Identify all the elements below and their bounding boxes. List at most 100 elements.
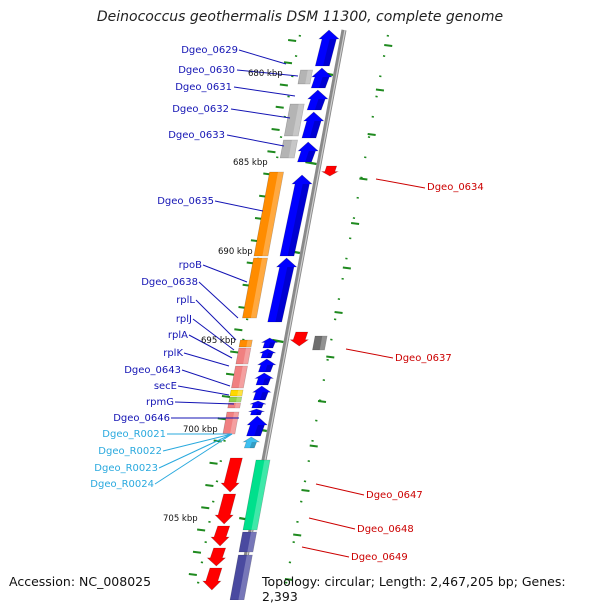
gene-label-dgeo-0649[interactable]: Dgeo_0649 (351, 552, 408, 563)
box-green-0647-hl (251, 460, 271, 530)
leader-0629 (238, 49, 287, 65)
scale-tick (342, 266, 351, 270)
box-salmon-rpmg-hl (234, 403, 241, 408)
accession-text: Accession: NC_008025 (9, 574, 152, 589)
gene-label-rpla[interactable]: rplA (168, 330, 188, 341)
gene-dgeo-0637 (289, 331, 310, 347)
gene-label-dgeo-0632[interactable]: Dgeo_0632 (172, 104, 229, 115)
gene-dgeo-0646-shade (254, 425, 265, 436)
box-orange-0635-hl (262, 172, 284, 256)
box-orange-0635 (253, 171, 284, 257)
box-orange-rpll-hl (246, 340, 253, 347)
gene-label-sece[interactable]: secE (154, 381, 177, 392)
leader-rplk (183, 352, 230, 367)
gene-dgeo-0633 (297, 141, 319, 163)
scale-tick (326, 355, 335, 359)
left-gene-labels: Dgeo_0629 Dgeo_0630 Dgeo_0631 Dgeo_0632 … (113, 45, 238, 424)
gene-dgeo-0632-shade (309, 121, 321, 138)
scale-tick (283, 61, 293, 65)
gene-rplj-shade (266, 353, 273, 358)
gene-label-dgeo-r0023[interactable]: Dgeo_R0023 (94, 463, 158, 474)
gene-label-dgeo-0629[interactable]: Dgeo_0629 (181, 45, 238, 56)
box-navy-0649-hl (238, 555, 253, 600)
gene-rpmg (248, 408, 265, 416)
gene-rpll (260, 337, 279, 349)
leader-sece (177, 385, 230, 396)
gene-label-dgeo-0648[interactable]: Dgeo_0648 (357, 524, 414, 535)
scale-label: 685 kbp (233, 158, 268, 168)
scale-tick (271, 128, 280, 131)
gene-label-dgeo-0643[interactable]: Dgeo_0643 (124, 365, 181, 376)
gene-dgeo-0630-shade (318, 77, 329, 88)
leader-0647 (315, 483, 365, 496)
scale-tick (309, 444, 318, 448)
gene-label-dgeo-0635[interactable]: Dgeo_0635 (157, 196, 214, 207)
leader-0633 (226, 134, 285, 147)
gene-dgeo-r0021-shade (249, 441, 257, 448)
box-navy-0648 (238, 531, 258, 553)
gene-dgeo-r0021 (242, 436, 261, 449)
box-salmon-rplj-hl (243, 348, 251, 364)
scale-label: 695 kbp (201, 336, 236, 346)
leader-rplj (192, 318, 235, 351)
scale-tick (275, 105, 284, 109)
box-grey-0637-hl (319, 336, 328, 350)
gene-label-dgeo-r0021[interactable]: Dgeo_R0021 (102, 429, 166, 440)
gene-label-dgeo-0630[interactable]: Dgeo_0630 (178, 65, 235, 76)
gene-label-dgeo-0637[interactable]: Dgeo_0637 (395, 353, 452, 364)
box-yellow-sece (229, 389, 244, 397)
gene-label-dgeo-0631[interactable]: Dgeo_0631 (175, 82, 232, 93)
gene-rpla (256, 358, 277, 373)
gene-label-rpob[interactable]: rpoB (179, 260, 203, 271)
box-grey-0637 (312, 335, 328, 351)
gene-dgeo-0631 (306, 89, 329, 111)
scale-label: 690 kbp (218, 247, 253, 257)
gene-dgeo-0647 (220, 457, 243, 493)
scale-tick (350, 222, 360, 225)
box-green-sece-hl (236, 397, 242, 402)
scale-tick (301, 489, 310, 492)
major-tick (305, 160, 317, 166)
gene-label-rpll[interactable]: rplL (176, 295, 195, 306)
scale-tick (267, 150, 276, 154)
gene-dgeo-0632 (301, 111, 325, 139)
scale-tick (375, 88, 385, 92)
scale-tick (284, 578, 294, 581)
leader-r0024 (154, 433, 233, 485)
box-navy-0649 (229, 554, 253, 600)
gene-rplk-shade (262, 378, 271, 385)
scale-tick (201, 506, 210, 510)
gene-sece-shade (257, 404, 264, 408)
scale-tick (288, 39, 297, 42)
leader-0638 (198, 281, 239, 319)
gene-rplj (259, 348, 276, 359)
leader-0631 (233, 86, 296, 97)
gene-rpll-shade (268, 342, 275, 348)
box-orange-rpob (242, 257, 268, 319)
leader-rpla (188, 334, 233, 359)
gene-label-dgeo-r0022[interactable]: Dgeo_R0022 (98, 446, 162, 457)
gene-label-rplj[interactable]: rplJ (176, 314, 192, 325)
gene-label-dgeo-0647[interactable]: Dgeo_0647 (366, 490, 423, 501)
gene-label-dgeo-0646[interactable]: Dgeo_0646 (113, 413, 170, 424)
gene-label-dgeo-0634[interactable]: Dgeo_0634 (427, 182, 484, 193)
gene-label-dgeo-0633[interactable]: Dgeo_0633 (168, 130, 225, 141)
leader-0632 (230, 108, 291, 119)
gene-label-dgeo-r0024[interactable]: Dgeo_R0024 (90, 479, 154, 490)
leader-r0022 (162, 433, 233, 452)
scale-label: 700 kbp (183, 425, 218, 435)
scale-labels: 680 kbp 685 kbp 690 kbp 695 kbp 700 kbp … (163, 69, 283, 524)
box-yellow-sece-hl (237, 390, 244, 396)
box-grey-0633 (279, 139, 298, 159)
gene-dgeo-0646 (246, 415, 268, 437)
box-orange-rpob-hl (250, 258, 268, 318)
gene-label-rplk[interactable]: rplK (163, 348, 183, 359)
scale-tick (196, 528, 206, 532)
scale-tick (205, 484, 214, 487)
leader-0634 (375, 178, 426, 189)
leader-rpll (195, 299, 237, 341)
gene-label-rpmg[interactable]: rpmG (146, 397, 174, 408)
leader-0630 (236, 69, 299, 77)
gene-label-dgeo-0638[interactable]: Dgeo_0638 (141, 277, 198, 288)
